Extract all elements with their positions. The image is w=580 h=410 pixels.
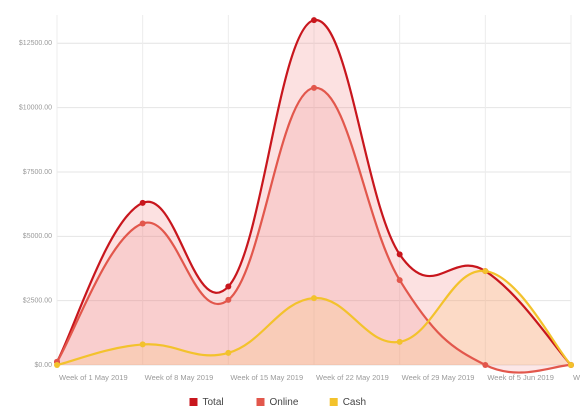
y-tick-label: $7500.00 — [23, 169, 52, 176]
legend-label: Total — [203, 397, 224, 408]
x-tick-label: Week of 8 May 2019 — [145, 373, 214, 382]
legend-label: Cash — [343, 397, 366, 408]
legend-swatch — [189, 398, 198, 406]
y-tick-label: $0.00 — [34, 362, 52, 369]
data-point — [54, 362, 60, 368]
x-tick-label: Week of 5 Jun 2019 — [487, 373, 554, 382]
series-area — [57, 87, 571, 373]
y-tick-label: $12500.00 — [19, 40, 52, 47]
x-tick-label: Week of 15 May 2019 — [230, 373, 303, 382]
data-point — [139, 199, 146, 206]
series-area — [57, 270, 571, 365]
data-point — [396, 277, 403, 284]
data-point — [225, 349, 232, 356]
data-point — [396, 338, 403, 345]
data-point — [139, 220, 146, 227]
legend-swatch — [329, 398, 338, 406]
legend-swatch — [256, 398, 265, 406]
data-point — [311, 17, 317, 24]
data-point — [396, 251, 403, 258]
x-tick-label: Week of 29 May 2019 — [402, 373, 475, 382]
y-tick-label: $5000.00 — [23, 233, 52, 240]
x-tick-label: Week of 1 May 2019 — [59, 373, 128, 382]
data-point — [311, 84, 317, 91]
data-point — [225, 296, 232, 303]
data-point — [482, 362, 489, 368]
series-area — [57, 19, 571, 366]
y-tick-label: $10000.00 — [19, 104, 52, 111]
x-tick-label: Week of 22 May 2019 — [316, 373, 389, 382]
data-point — [568, 362, 574, 368]
data-point — [139, 341, 146, 348]
data-point — [311, 295, 317, 302]
data-point — [225, 283, 232, 290]
data-point — [482, 268, 489, 275]
y-tick-label: $2500.00 — [23, 298, 52, 305]
legend-label: Online — [270, 397, 299, 408]
x-tick-label: Week of 12 Jun 2019 — [573, 373, 580, 382]
